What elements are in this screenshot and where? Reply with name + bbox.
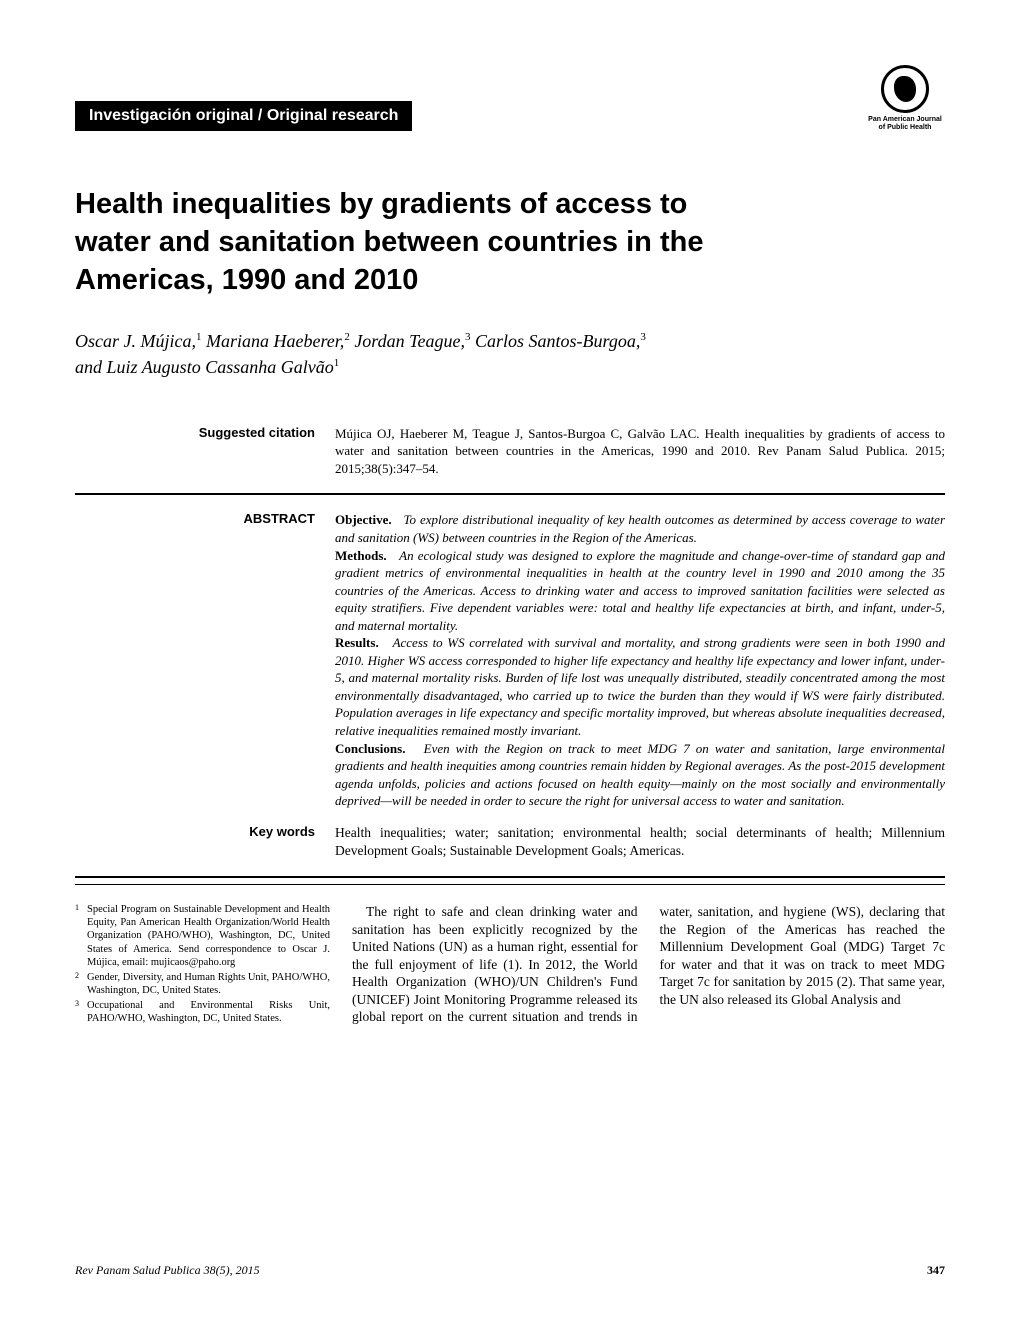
rule-mid — [75, 876, 945, 878]
suggested-citation-row: Suggested citation Mújica OJ, Haeberer M… — [75, 425, 945, 478]
keywords-label: Key words — [75, 824, 335, 860]
abstract-row: ABSTRACT Objective. To explore distribut… — [75, 511, 945, 809]
rule-top — [75, 493, 945, 495]
affiliation-1: 1 Special Program on Sustainable Develop… — [75, 903, 330, 969]
footer-journal: Rev Panam Salud Publica 38(5), 2015 — [75, 1263, 260, 1278]
results-text: Access to WS correlated with survival an… — [335, 635, 945, 738]
citation-label: Suggested citation — [75, 425, 335, 478]
page-footer: Rev Panam Salud Publica 38(5), 2015 347 — [75, 1263, 945, 1278]
abstract-label: ABSTRACT — [75, 511, 335, 809]
logo-caption: Pan American Journal of Public Health — [868, 116, 942, 131]
affiliation-3: 3 Occupational and Environmental Risks U… — [75, 999, 330, 1025]
affil-text-1: Special Program on Sustainable Developme… — [87, 903, 330, 969]
globe-icon — [881, 65, 929, 113]
logo-line1: Pan American Journal — [868, 116, 942, 123]
results-lead: Results. — [335, 635, 379, 650]
keywords-text: Health inequalities; water; sanitation; … — [335, 824, 945, 860]
methods-text: An ecological study was designed to expl… — [335, 548, 945, 633]
page-header: Investigación original / Original resear… — [75, 65, 945, 131]
keywords-row: Key words Health inequalities; water; sa… — [75, 824, 945, 860]
logo-line2: of Public Health — [879, 124, 932, 131]
affiliation-2: 2 Gender, Diversity, and Human Rights Un… — [75, 971, 330, 997]
abstract-body: Objective. To explore distributional ine… — [335, 511, 945, 809]
citation-text: Mújica OJ, Haeberer M, Teague J, Santos-… — [335, 425, 945, 478]
body-text-column: The right to safe and clean drinking wat… — [352, 903, 945, 1027]
body-paragraph: The right to safe and clean drinking wat… — [352, 903, 945, 1026]
conclusions-lead: Conclusions. — [335, 741, 405, 756]
lower-columns: 1 Special Program on Sustainable Develop… — [75, 903, 945, 1027]
affil-num-1: 1 — [75, 903, 87, 969]
affil-text-2: Gender, Diversity, and Human Rights Unit… — [87, 971, 330, 997]
section-badge: Investigación original / Original resear… — [75, 101, 412, 131]
objective-text: To explore distributional inequality of … — [335, 512, 945, 545]
conclusions-text: Even with the Region on track to meet MD… — [335, 741, 945, 809]
affiliations-column: 1 Special Program on Sustainable Develop… — [75, 903, 330, 1027]
objective-lead: Objective. — [335, 512, 392, 527]
footer-page-number: 347 — [927, 1263, 945, 1278]
journal-logo: Pan American Journal of Public Health — [865, 65, 945, 131]
rule-thin — [75, 884, 945, 885]
affil-text-3: Occupational and Environmental Risks Uni… — [87, 999, 330, 1025]
affil-num-3: 3 — [75, 999, 87, 1025]
methods-lead: Methods. — [335, 548, 387, 563]
article-title: Health inequalities by gradients of acce… — [75, 186, 745, 299]
affil-num-2: 2 — [75, 971, 87, 997]
author-list: Oscar J. Mújica,1 Mariana Haeberer,2 Jor… — [75, 329, 945, 379]
